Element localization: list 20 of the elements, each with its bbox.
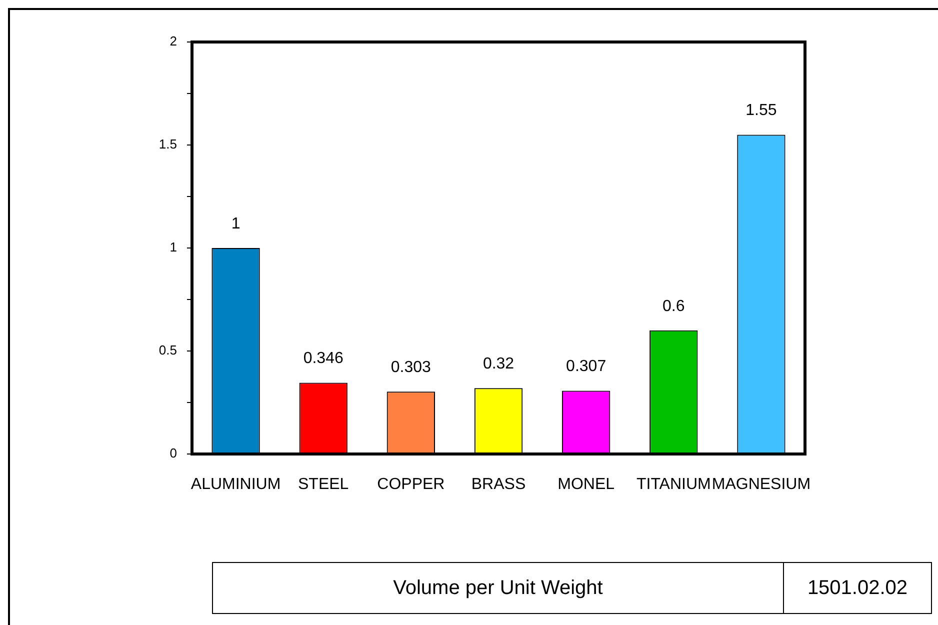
- data-label: 0.303: [390, 358, 432, 376]
- y-tick-label: 0.5: [158, 342, 177, 358]
- y-tick-label: 1: [170, 240, 177, 255]
- data-label: 0.32: [482, 355, 514, 372]
- x-tick-label: STEEL: [298, 476, 349, 494]
- x-tick-label: BRASS: [471, 476, 526, 494]
- data-label: 1: [231, 215, 240, 232]
- data-label: 0.307: [566, 358, 606, 376]
- x-tick-label: TITANIUM: [636, 476, 711, 494]
- footer-table: Volume per Unit Weight 1501.02.02: [212, 562, 932, 614]
- y-tick-label: 2: [170, 34, 177, 49]
- data-label: 1.55: [746, 102, 777, 120]
- x-tick-label: MONEL: [558, 476, 615, 494]
- x-tick-label: ALUMINIUM: [190, 476, 281, 494]
- x-tick-label: COPPER: [377, 476, 445, 494]
- y-tick-label: 1.5: [158, 136, 177, 152]
- data-label: 0.6: [662, 298, 685, 315]
- y-tick-label: 0: [170, 446, 177, 461]
- x-tick-label: MAGNESIUM: [712, 476, 811, 494]
- data-label: 0.346: [303, 350, 344, 368]
